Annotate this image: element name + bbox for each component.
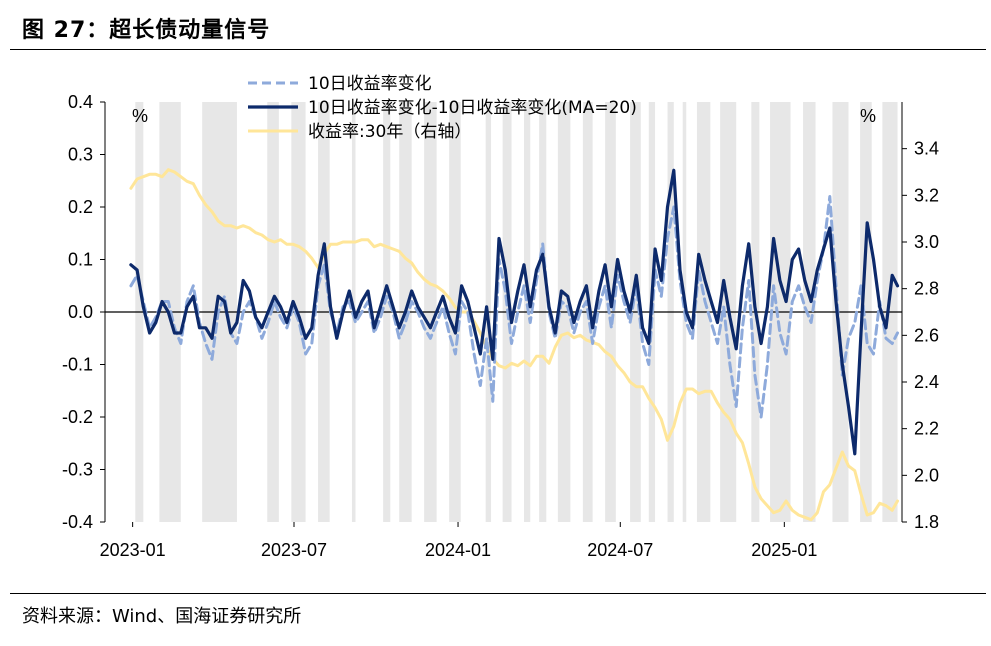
figure-title: 图 27：超长债动量信号	[22, 18, 271, 43]
left-tick-label: -0.4	[62, 512, 93, 532]
right-tick-label: 2.8	[914, 279, 939, 299]
right-tick-label: 2.4	[914, 372, 939, 392]
left-tick-label: -0.2	[62, 407, 93, 427]
legend-label: 10日收益率变化-10日收益率变化(MA=20)	[308, 98, 637, 118]
left-axis-unit: %	[132, 106, 148, 126]
left-tick-label: 0.4	[68, 92, 93, 112]
title-rule	[10, 49, 986, 50]
right-tick-label: 1.8	[914, 512, 939, 532]
right-axis-unit: %	[860, 106, 876, 126]
source-note: 资料来源：Wind、国海证券研究所	[22, 606, 302, 627]
series-lines	[129, 168, 900, 522]
x-tick-label: 2025-01	[751, 540, 817, 560]
left-tick-label: 0.1	[68, 250, 93, 270]
left-tick-label: 0.3	[68, 145, 93, 165]
x-tick-label: 2023-07	[261, 540, 327, 560]
right-tick-label: 3.2	[914, 185, 939, 205]
left-tick-label: -0.3	[62, 460, 93, 480]
left-tick-label: 0.0	[68, 302, 93, 322]
x-tick-label: 2024-01	[425, 540, 491, 560]
right-tick-label: 2.2	[914, 419, 939, 439]
series-momentum-line	[129, 168, 900, 456]
x-tick-label: 2023-01	[100, 540, 166, 560]
right-tick-label: 3.4	[914, 139, 939, 159]
right-tick-label: 2.0	[914, 465, 939, 485]
right-tick-label: 2.6	[914, 325, 939, 345]
series-chg10-line	[129, 195, 899, 419]
legend: 10日收益率变化 10日收益率变化-10日收益率变化(MA=20) 收益率:30年（…	[248, 74, 637, 142]
left-tick-label: 0.2	[68, 197, 93, 217]
right-tick-label: 3.0	[914, 232, 939, 252]
legend-label: 收益率:30年（右轴）	[308, 122, 471, 142]
tick-labels: 0.4 0.3 0.2 0.1 0.0 -0.1 -0.2 -0.3 -0.4 3.4 3.2 3.0…	[62, 92, 939, 560]
left-tick-label: -0.1	[62, 355, 93, 375]
chart: 0.4 0.3 0.2 0.1 0.0 -0.1 -0.2 -0.3 -0.4 3.4 3.2 3.0…	[62, 74, 939, 560]
series-yield30-line	[129, 168, 899, 522]
x-tick-label: 2024-07	[587, 540, 653, 560]
source-rule	[10, 593, 986, 594]
legend-label: 10日收益率变化	[308, 74, 432, 94]
